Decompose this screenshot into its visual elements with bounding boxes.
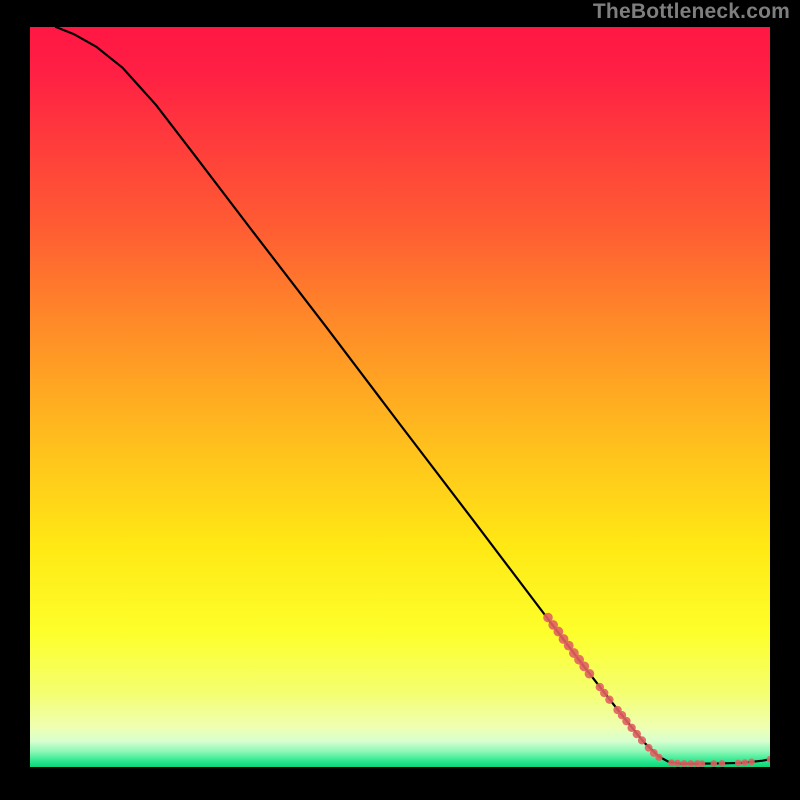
- marker-dot: [681, 760, 688, 767]
- marker-dot: [699, 760, 706, 767]
- chart-svg: [30, 27, 770, 767]
- plot-area: [30, 27, 770, 767]
- marker-dot: [638, 736, 646, 744]
- marker-dot: [687, 760, 694, 767]
- marker-dot: [600, 689, 608, 697]
- stage: TheBottleneck.com: [0, 0, 800, 800]
- marker-dot: [742, 759, 749, 766]
- watermark-text: TheBottleneck.com: [593, 0, 790, 24]
- marker-dot: [605, 695, 613, 703]
- marker-dot: [748, 759, 755, 766]
- marker-dot: [767, 756, 770, 763]
- marker-dot: [655, 754, 662, 761]
- marker-dot: [585, 669, 595, 679]
- bottleneck-curve: [56, 27, 770, 764]
- marker-dot: [710, 760, 717, 767]
- marker-dot: [735, 760, 742, 767]
- marker-layer: [543, 613, 770, 767]
- marker-dot: [719, 760, 726, 767]
- marker-dot: [674, 760, 681, 767]
- marker-dot: [622, 717, 630, 725]
